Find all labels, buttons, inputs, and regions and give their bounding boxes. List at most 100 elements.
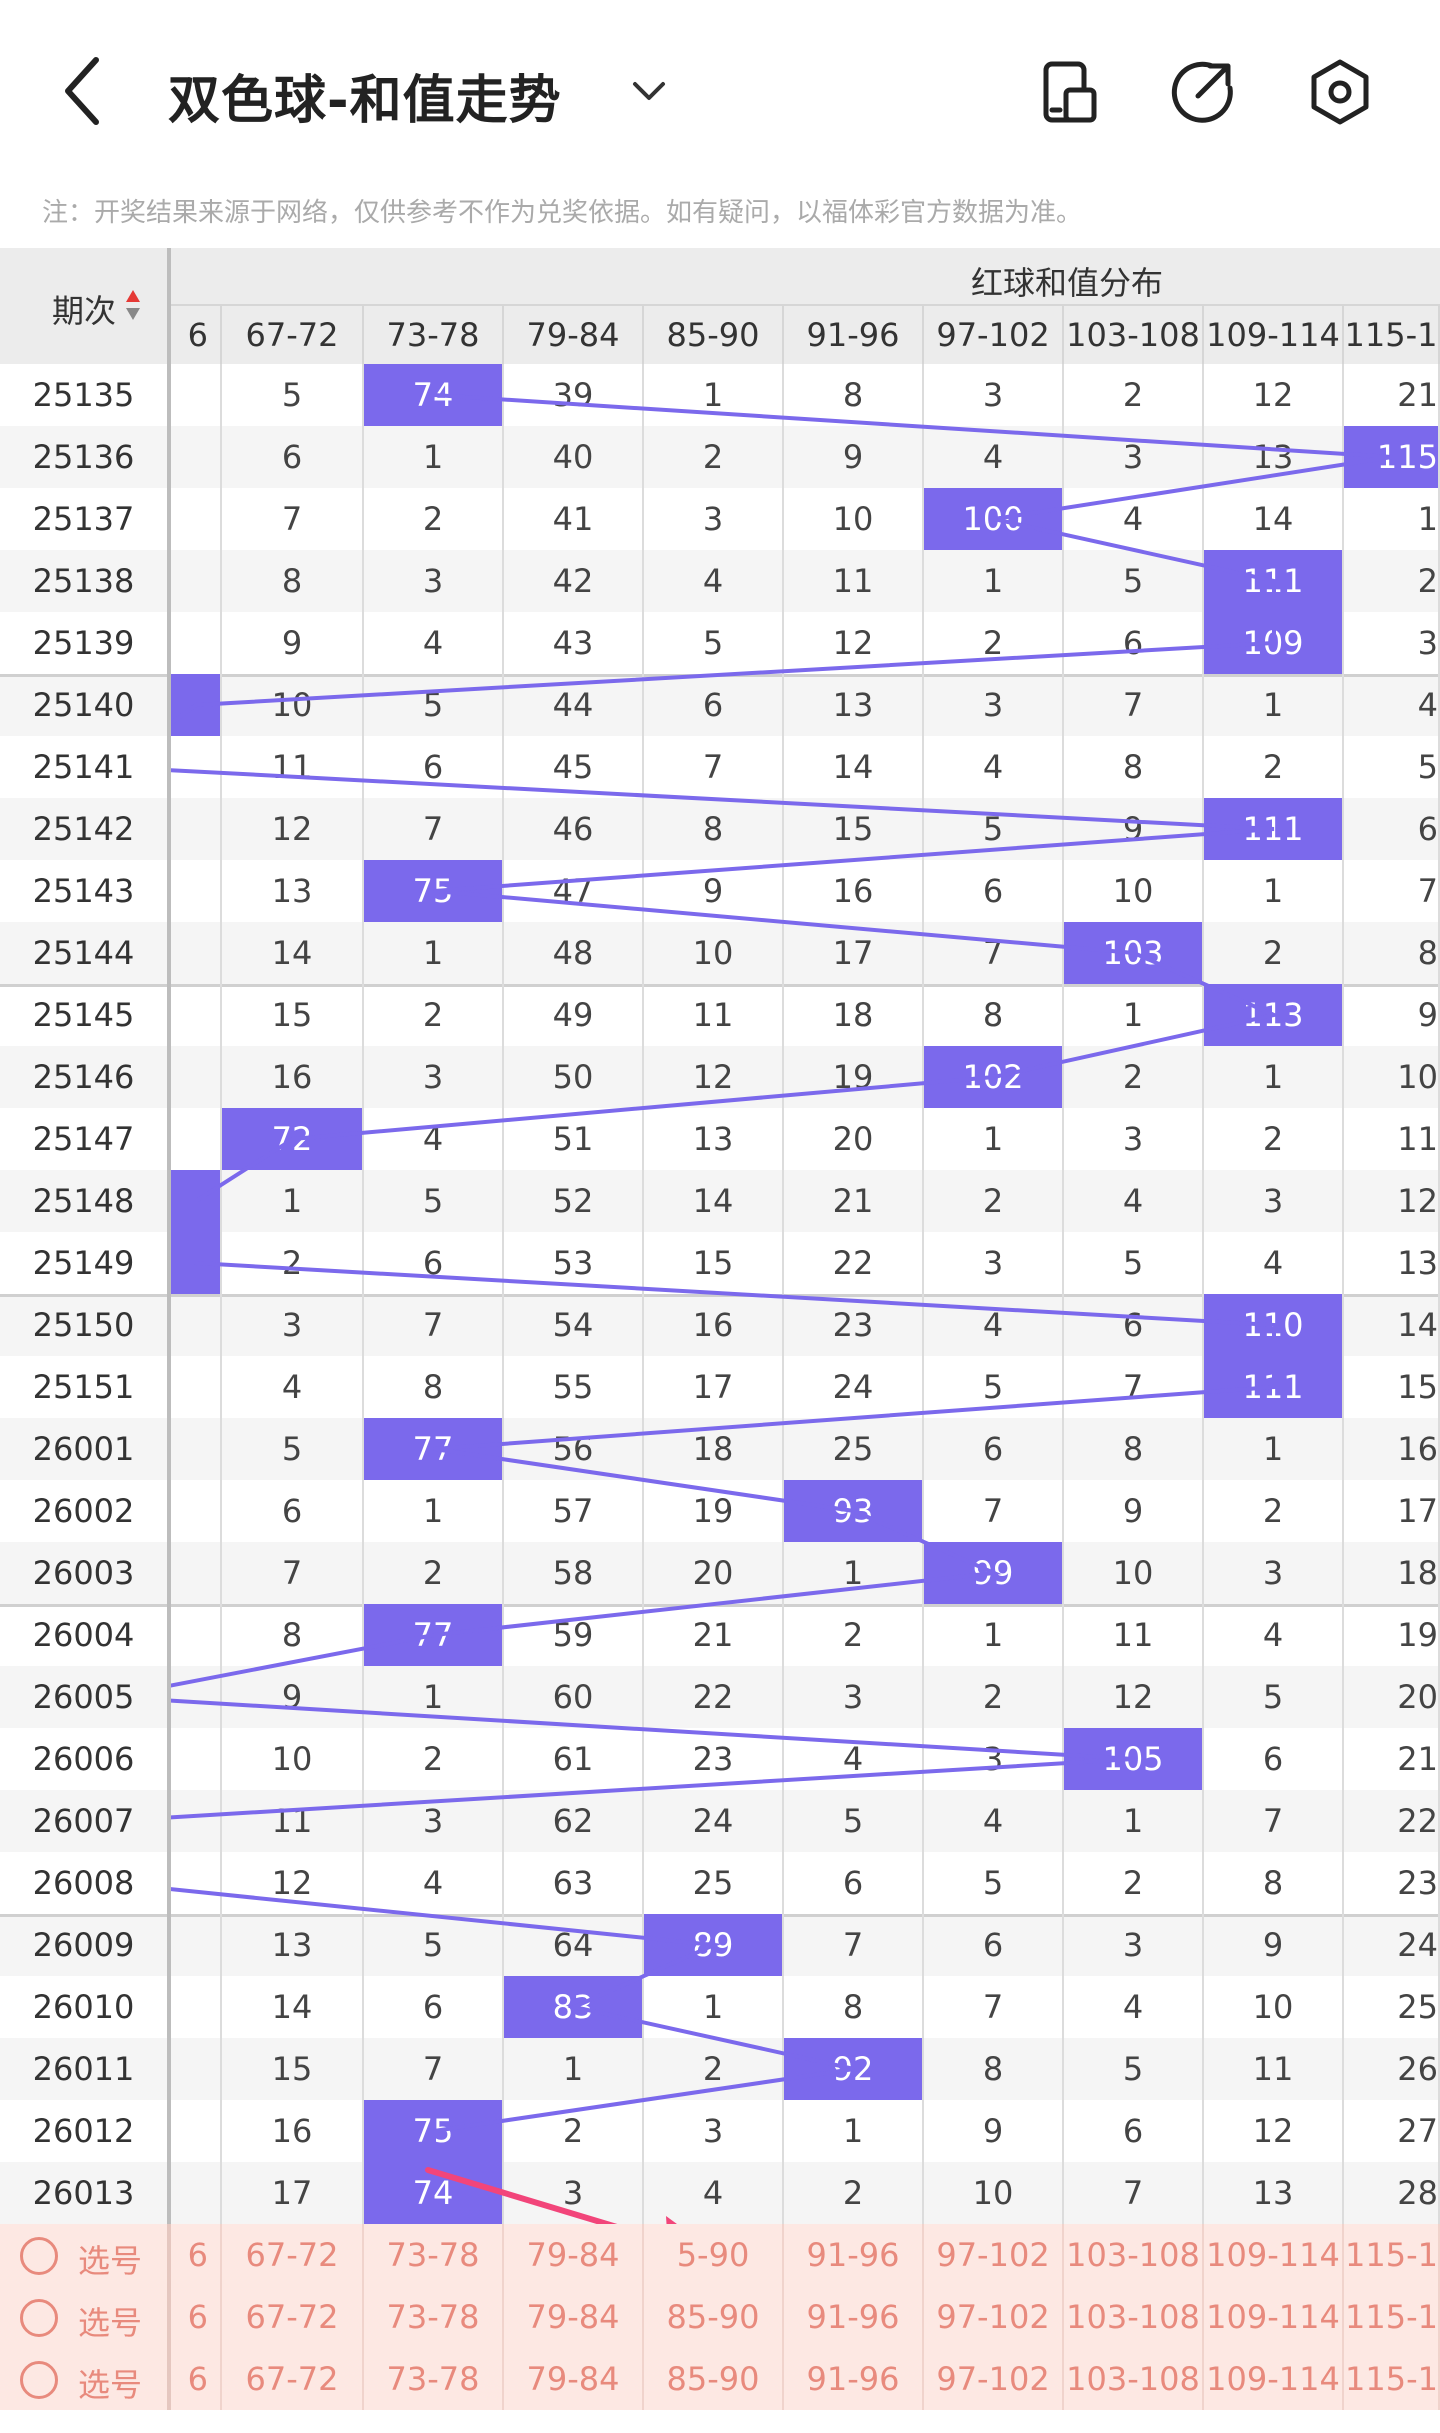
pick-cell[interactable]: 97-102 <box>924 2286 1064 2348</box>
pick-cell[interactable]: 109-114 <box>1204 2224 1344 2286</box>
period-row: 26008 <box>0 1852 171 1914</box>
table-cell: 3 <box>644 488 784 550</box>
table-cell: 3 <box>1064 1914 1204 1976</box>
pick-cell[interactable]: 6 <box>171 2224 222 2286</box>
pick-cell[interactable]: 67-72 <box>222 2224 364 2286</box>
table-cell: 7 <box>644 736 784 798</box>
table-cell: 9 <box>1204 1914 1344 1976</box>
pick-cell[interactable]: 109-114 <box>1204 2348 1344 2410</box>
pick-row-label[interactable]: 选号 <box>0 2286 171 2348</box>
title-dropdown-icon[interactable] <box>625 66 673 114</box>
top-bar: 双色球-和值走势 <box>0 0 1440 185</box>
period-number: 25137 <box>0 488 171 550</box>
period-number: 25149 <box>0 1232 171 1294</box>
pick-cell[interactable]: 103-108 <box>1064 2348 1204 2410</box>
pick-cell[interactable]: 6 <box>171 2286 222 2348</box>
pick-cell[interactable]: 97-102 <box>924 2224 1064 2286</box>
table-cell: 7 <box>364 1294 504 1356</box>
table-cell: 5 <box>364 1914 504 1976</box>
pick-cell[interactable]: 67-72 <box>222 2348 364 2410</box>
table-cell: 8 <box>222 1604 364 1666</box>
table-cell: 15 <box>222 984 364 1046</box>
pick-cell[interactable]: 67-72 <box>222 2286 364 2348</box>
table-cell: 15 <box>222 2038 364 2100</box>
table-cell: 5 <box>924 1852 1064 1914</box>
pick-cell[interactable]: 103-108 <box>1064 2224 1204 2286</box>
table-cell <box>171 1480 222 1542</box>
table-cell: 17 <box>222 2162 364 2224</box>
table-cell <box>171 1542 222 1604</box>
radio-circle-icon[interactable] <box>20 2299 58 2337</box>
table-cell: 13 <box>1204 2162 1344 2224</box>
pick-cell[interactable]: 6 <box>171 2348 222 2410</box>
pick-label-text: 选号 <box>78 2366 143 2404</box>
device-icon[interactable] <box>1036 58 1104 126</box>
pick-cell[interactable]: 85-90 <box>644 2348 784 2410</box>
pick-cell[interactable]: 73-78 <box>364 2348 504 2410</box>
pick-row-label[interactable]: 选号 <box>0 2348 171 2410</box>
table-cell: 4 <box>1064 1170 1204 1232</box>
table-cell: 2 <box>364 1728 504 1790</box>
table-cell: 4 <box>644 2162 784 2224</box>
table-cell: 7 <box>1064 2162 1204 2224</box>
radio-circle-icon[interactable] <box>20 2361 58 2399</box>
table-cell: 20 <box>1344 1666 1440 1728</box>
table-cell: 9 <box>222 1666 364 1728</box>
hit-cell: 93 <box>784 1480 924 1542</box>
pick-cell[interactable]: 97-102 <box>924 2348 1064 2410</box>
grid-scroll-area[interactable]: 红球和值分布 6 67-72 73-78 79-84 85-90 91-96 97-102 1… <box>171 248 1440 2433</box>
column-header: 79-84 <box>504 306 644 364</box>
period-number: 26008 <box>0 1852 171 1914</box>
pick-cell[interactable]: 91-96 <box>784 2348 924 2410</box>
period-row: 25142 <box>0 798 171 860</box>
pick-cell[interactable]: 115-1 <box>1344 2224 1440 2286</box>
pick-cell[interactable]: 91-96 <box>784 2224 924 2286</box>
table-cell <box>171 1294 222 1356</box>
pick-cell[interactable]: 109-114 <box>1204 2286 1344 2348</box>
sort-arrows-icon[interactable] <box>124 288 142 322</box>
table-cell: 49 <box>504 984 644 1046</box>
table-cell: 23 <box>644 1728 784 1790</box>
period-row: 25135 <box>0 364 171 426</box>
table-cell: 5 <box>1064 550 1204 612</box>
table-cell: 4 <box>1064 1976 1204 2038</box>
back-chevron-icon[interactable] <box>48 46 118 136</box>
table-cell: 2 <box>504 2100 644 2162</box>
table-cell: 7 <box>222 1542 364 1604</box>
pick-cell[interactable]: 91-96 <box>784 2286 924 2348</box>
pick-cell[interactable]: 5-90 <box>644 2224 784 2286</box>
group-title: 红球和值分布 <box>971 264 1164 302</box>
pick-cell[interactable]: 103-108 <box>1064 2286 1204 2348</box>
pick-cell[interactable]: 79-84 <box>504 2348 644 2410</box>
pick-cell[interactable]: 73-78 <box>364 2286 504 2348</box>
table-cell: 6 <box>924 1418 1064 1480</box>
pick-cell[interactable]: 79-84 <box>504 2286 644 2348</box>
table-cell: 57 <box>504 1480 644 1542</box>
table-cell: 12 <box>1344 1170 1440 1232</box>
table-cell: 9 <box>1064 798 1204 860</box>
column-header: 73-78 <box>364 306 504 364</box>
period-header[interactable]: 期次 <box>0 248 171 364</box>
settings-icon[interactable] <box>1306 58 1374 126</box>
hit-cell: 111 <box>1204 550 1344 612</box>
period-row: 26005 <box>0 1666 171 1728</box>
radio-circle-icon[interactable] <box>20 2237 58 2275</box>
pick-cell[interactable]: 85-90 <box>644 2286 784 2348</box>
hit-cell: 77 <box>364 1604 504 1666</box>
pick-row-label[interactable]: 选号 <box>0 2224 171 2286</box>
period-number: 25136 <box>0 426 171 488</box>
table-cell: 10 <box>644 922 784 984</box>
table-cell: 58 <box>504 1542 644 1604</box>
pick-cell[interactable]: 115-1 <box>1344 2286 1440 2348</box>
period-row: 25139 <box>0 612 171 674</box>
pick-cell[interactable]: 73-78 <box>364 2224 504 2286</box>
table-cell: 8 <box>784 1976 924 2038</box>
table-cell: 10 <box>1064 860 1204 922</box>
table-cell: 1 <box>1204 1418 1344 1480</box>
table-cell: 2 <box>644 426 784 488</box>
table-cell: 42 <box>504 550 644 612</box>
pick-cell[interactable]: 115-1 <box>1344 2348 1440 2410</box>
share-icon[interactable] <box>1168 58 1236 126</box>
pick-cell[interactable]: 79-84 <box>504 2224 644 2286</box>
table-cell: 3 <box>1064 426 1204 488</box>
